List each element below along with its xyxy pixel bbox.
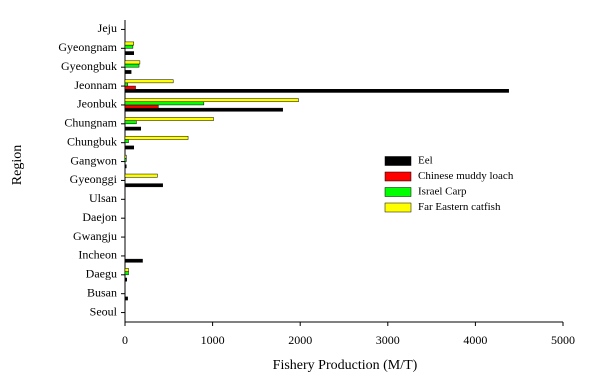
bar	[124, 60, 141, 65]
y-tick-label: Gwangju	[73, 229, 117, 243]
x-axis-label: Fishery Production (M/T)	[273, 358, 418, 373]
bar	[124, 104, 159, 109]
y-tick-label: Gyeonggi	[70, 172, 118, 186]
x-tick-label: 1000	[201, 333, 225, 347]
bar	[124, 268, 129, 272]
x-tick-label: 5000	[551, 333, 575, 347]
y-axis-label: Region	[10, 145, 25, 185]
x-tick-label: 3000	[376, 333, 400, 347]
bar	[124, 271, 129, 276]
y-tick-label: Daejon	[82, 210, 117, 224]
x-tick-label: 4000	[463, 333, 487, 347]
legend-swatch	[384, 202, 412, 213]
bar	[124, 296, 128, 301]
bar	[124, 164, 127, 169]
y-tick-label: Chungnam	[64, 116, 117, 130]
y-tick-label: Jeonbuk	[77, 97, 117, 111]
bar	[124, 145, 135, 150]
bar	[124, 120, 137, 125]
bar	[124, 183, 163, 188]
bar	[124, 126, 142, 131]
bar	[124, 41, 135, 46]
bar	[124, 139, 129, 143]
y-tick-label: Incheon	[78, 248, 117, 262]
y-tick-label: Ulsan	[89, 191, 117, 205]
legend-label: Far Eastern catfish	[418, 201, 501, 213]
legend-label: Eel	[418, 155, 433, 167]
legend-swatch	[384, 156, 412, 166]
bar	[124, 158, 127, 162]
bar	[124, 101, 205, 106]
y-tick-label: Jeju	[98, 21, 117, 35]
x-tick-label: 0	[122, 333, 128, 347]
y-tick-label: Gyeongbuk	[61, 59, 117, 73]
y-tick-label: Jeonnam	[74, 78, 117, 92]
bar	[124, 82, 128, 87]
bar	[124, 173, 158, 178]
y-tick-label: Gangwon	[70, 153, 117, 167]
y-tick-label: Gyeongnam	[58, 40, 117, 54]
bar	[124, 98, 299, 102]
legend-swatch	[384, 171, 412, 182]
x-tick-label: 2000	[288, 333, 312, 347]
bar	[124, 258, 143, 263]
bar	[124, 117, 214, 121]
bar	[124, 44, 134, 49]
bar	[124, 89, 509, 93]
bar	[124, 154, 127, 159]
bar	[124, 277, 128, 282]
legend-label: Chinese muddy loach	[418, 170, 514, 182]
bar	[124, 107, 283, 112]
bar	[124, 51, 135, 55]
legend-swatch	[384, 187, 412, 197]
bar	[124, 70, 132, 74]
bar	[124, 79, 174, 84]
y-tick-label: Seoul	[90, 304, 118, 318]
bar	[124, 85, 136, 90]
bar	[124, 63, 140, 68]
y-tick-label: Chungbuk	[67, 134, 117, 148]
bar	[124, 136, 189, 140]
legend-label: Israel Carp	[418, 186, 467, 198]
y-tick-label: Busan	[87, 285, 117, 299]
y-tick-label: Daegu	[86, 267, 117, 281]
